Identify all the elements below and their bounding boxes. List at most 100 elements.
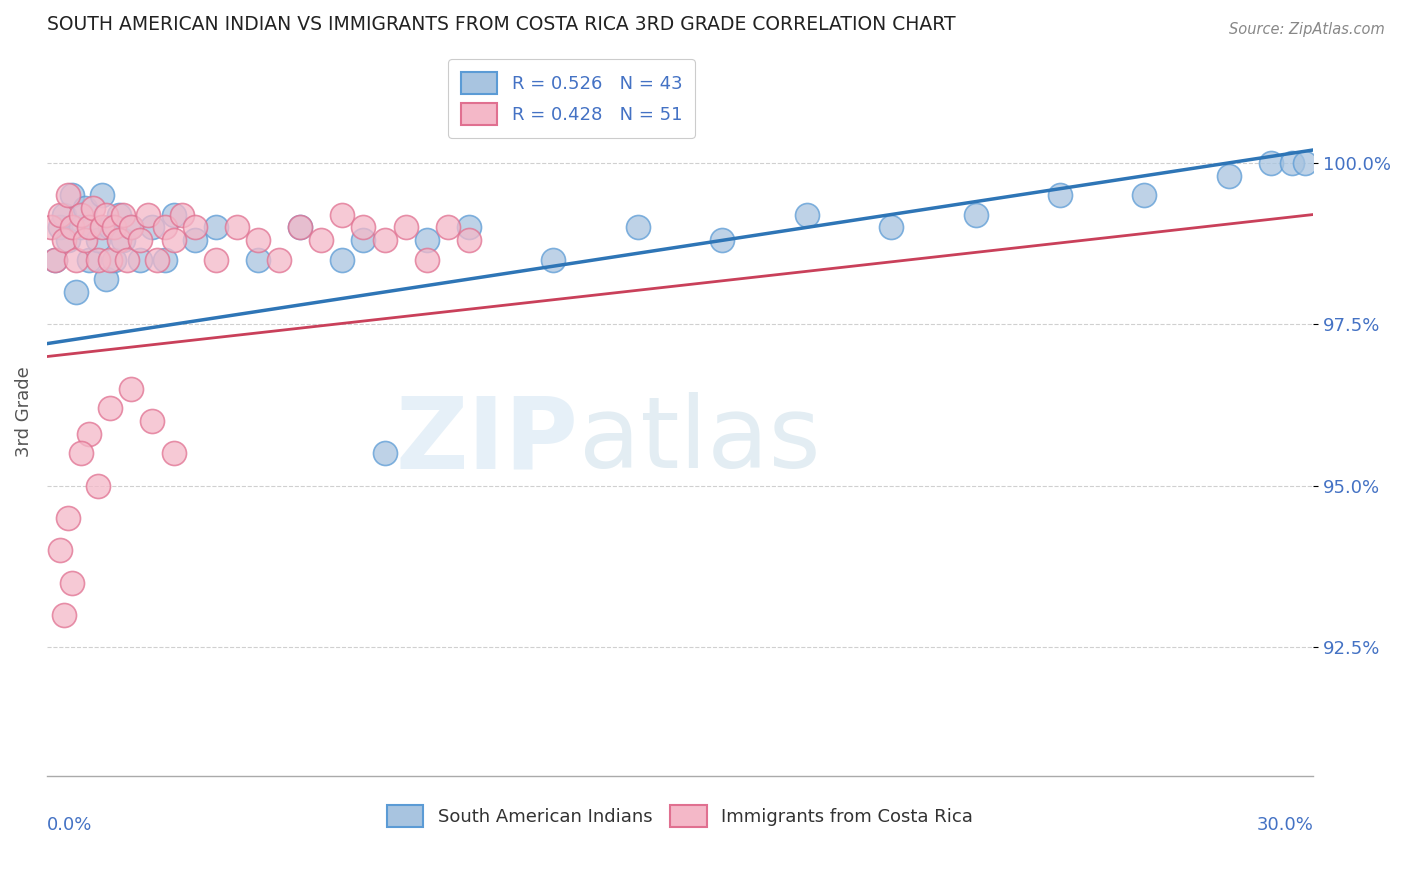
Point <box>98 220 121 235</box>
Point <box>73 201 96 215</box>
Point <box>145 252 167 267</box>
Point <box>69 207 91 221</box>
Point <box>107 233 129 247</box>
Point <box>153 252 176 267</box>
Point <box>246 233 269 247</box>
Text: atlas: atlas <box>579 392 820 489</box>
Point <box>1218 169 1240 183</box>
Point <box>69 446 91 460</box>
Text: Source: ZipAtlas.com: Source: ZipAtlas.com <box>1229 22 1385 37</box>
Point <box>128 233 150 247</box>
Point <box>82 201 104 215</box>
Point <box>103 220 125 235</box>
Point <box>225 220 247 235</box>
Point <box>437 220 460 235</box>
Point <box>111 233 134 247</box>
Text: ZIP: ZIP <box>396 392 579 489</box>
Point <box>183 220 205 235</box>
Point <box>136 207 159 221</box>
Legend: South American Indians, Immigrants from Costa Rica: South American Indians, Immigrants from … <box>378 797 981 837</box>
Point <box>353 233 375 247</box>
Point <box>86 233 108 247</box>
Point <box>374 446 396 460</box>
Point <box>543 252 565 267</box>
Point <box>115 252 138 267</box>
Point <box>267 252 290 267</box>
Point <box>120 220 142 235</box>
Point <box>77 427 100 442</box>
Point <box>353 220 375 235</box>
Point <box>77 252 100 267</box>
Point <box>153 220 176 235</box>
Point <box>48 207 70 221</box>
Point <box>94 207 117 221</box>
Point <box>69 220 91 235</box>
Point <box>94 272 117 286</box>
Point <box>141 220 163 235</box>
Point <box>48 543 70 558</box>
Point <box>458 220 481 235</box>
Point <box>311 233 333 247</box>
Point <box>65 285 87 299</box>
Point <box>90 188 112 202</box>
Point <box>44 252 66 267</box>
Point <box>52 207 75 221</box>
Point <box>90 220 112 235</box>
Point <box>204 220 226 235</box>
Point <box>52 233 75 247</box>
Point <box>86 252 108 267</box>
Point <box>141 414 163 428</box>
Point <box>82 220 104 235</box>
Point <box>711 233 734 247</box>
Point <box>1049 188 1071 202</box>
Point <box>128 252 150 267</box>
Point <box>86 478 108 492</box>
Point <box>965 207 987 221</box>
Point <box>170 207 193 221</box>
Point <box>162 207 184 221</box>
Point <box>107 207 129 221</box>
Point <box>288 220 311 235</box>
Point <box>1260 156 1282 170</box>
Point <box>162 446 184 460</box>
Point <box>288 220 311 235</box>
Point <box>103 252 125 267</box>
Point <box>395 220 418 235</box>
Point <box>1281 156 1303 170</box>
Point <box>374 233 396 247</box>
Point <box>183 233 205 247</box>
Text: SOUTH AMERICAN INDIAN VS IMMIGRANTS FROM COSTA RICA 3RD GRADE CORRELATION CHART: SOUTH AMERICAN INDIAN VS IMMIGRANTS FROM… <box>46 15 956 34</box>
Point <box>77 220 100 235</box>
Point <box>39 220 62 235</box>
Point <box>60 220 83 235</box>
Point <box>44 252 66 267</box>
Point <box>1133 188 1156 202</box>
Point <box>880 220 903 235</box>
Point <box>416 252 439 267</box>
Point <box>73 233 96 247</box>
Point <box>60 188 83 202</box>
Point <box>98 401 121 416</box>
Point <box>796 207 818 221</box>
Point <box>56 511 79 525</box>
Point <box>1294 156 1316 170</box>
Point <box>162 233 184 247</box>
Point <box>120 220 142 235</box>
Point <box>332 252 354 267</box>
Point <box>60 575 83 590</box>
Point <box>204 252 226 267</box>
Y-axis label: 3rd Grade: 3rd Grade <box>15 366 32 457</box>
Point <box>627 220 650 235</box>
Point <box>48 220 70 235</box>
Point <box>56 233 79 247</box>
Point <box>111 207 134 221</box>
Point <box>65 252 87 267</box>
Point <box>332 207 354 221</box>
Point <box>52 607 75 622</box>
Point <box>56 188 79 202</box>
Point <box>246 252 269 267</box>
Point <box>458 233 481 247</box>
Point <box>416 233 439 247</box>
Point <box>120 382 142 396</box>
Text: 30.0%: 30.0% <box>1257 816 1313 834</box>
